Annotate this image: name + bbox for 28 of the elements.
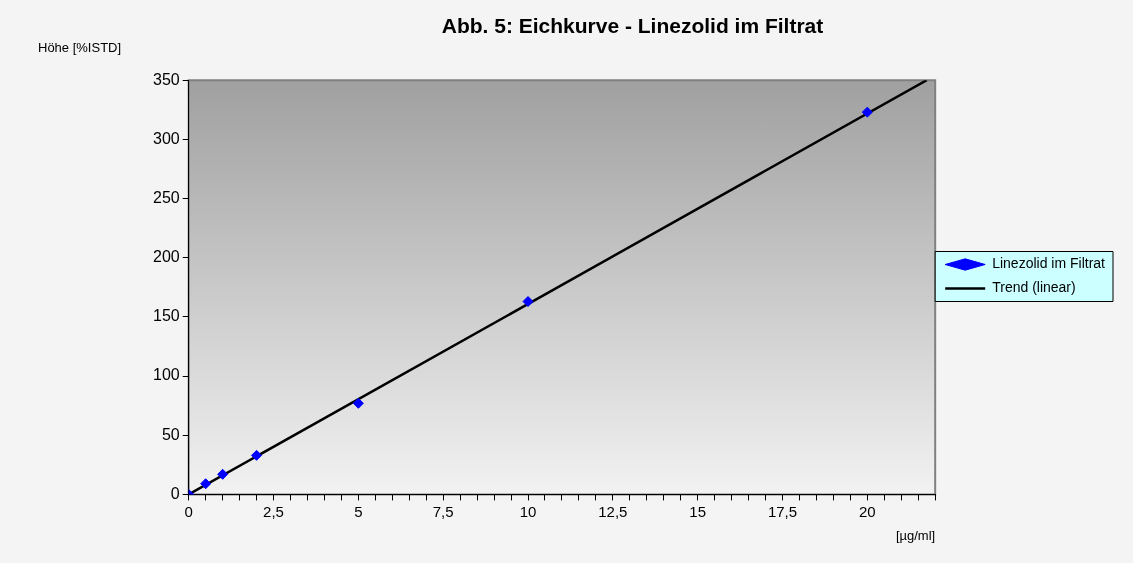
- x-tick-label: 12,5: [598, 502, 628, 520]
- x-tick-label: 5: [354, 502, 363, 520]
- x-tick-label: 17,5: [767, 502, 798, 520]
- y-tick-label: 200: [152, 248, 180, 266]
- x-tick-label: 20: [858, 502, 876, 520]
- x-tick-label: 2,5: [263, 502, 284, 520]
- y-tick-label: 250: [152, 188, 180, 206]
- point: [522, 296, 534, 307]
- point: [200, 478, 212, 490]
- legend-label: Linezolid im Filtrat: [992, 255, 1106, 272]
- point: [861, 106, 873, 118]
- y-tick-label: 350: [152, 70, 180, 88]
- y-tick-label: 150: [152, 307, 180, 325]
- y-tick-label: 50: [161, 425, 180, 443]
- x-tick-label: 7,5: [432, 502, 454, 520]
- y-axis-title: Höhe [%ISTD]: [38, 39, 122, 55]
- chart-title: Abb. 5: Eichkurve - Linezolid im Filtrat: [441, 14, 824, 38]
- x-tick-label: 15: [689, 502, 707, 520]
- y-tick-label: 300: [152, 129, 180, 147]
- y-tick-label: 0: [170, 484, 180, 502]
- x-tick-label: 0: [184, 502, 193, 520]
- y-tick-label: 100: [152, 366, 180, 384]
- point: [251, 449, 263, 461]
- point: [217, 468, 229, 480]
- legend-label: Trend (linear): [992, 279, 1076, 296]
- point: [352, 397, 364, 409]
- x-axis-title: [µg/ml]: [895, 527, 936, 543]
- x-tick-label: 10: [519, 502, 537, 520]
